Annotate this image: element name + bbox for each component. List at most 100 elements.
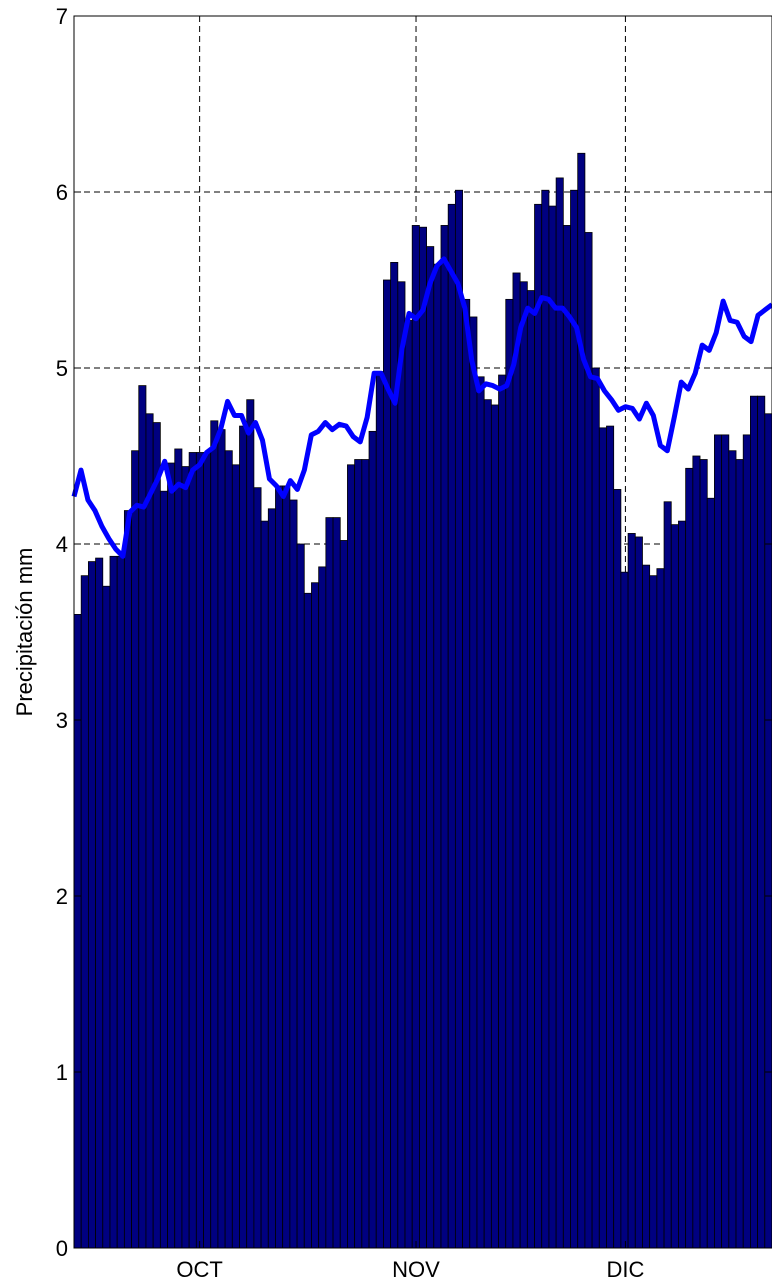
bar bbox=[282, 485, 291, 1249]
bar bbox=[613, 489, 622, 1249]
y-tick-label: 3 bbox=[56, 708, 68, 733]
y-tick-label: 0 bbox=[56, 1236, 68, 1261]
y-axis-label: Precipitación mm bbox=[12, 548, 37, 717]
bar bbox=[512, 272, 521, 1249]
bar bbox=[102, 585, 111, 1249]
bar bbox=[562, 225, 571, 1249]
bar bbox=[483, 399, 492, 1249]
bar bbox=[231, 464, 240, 1249]
x-tick-label: NOV bbox=[392, 1257, 440, 1282]
y-tick-label: 4 bbox=[56, 532, 68, 557]
bar bbox=[742, 434, 751, 1249]
bar bbox=[195, 452, 204, 1249]
bar bbox=[87, 561, 96, 1249]
bar bbox=[390, 261, 399, 1249]
bar bbox=[95, 557, 104, 1249]
bar bbox=[649, 575, 658, 1249]
bar bbox=[303, 592, 312, 1249]
bar bbox=[498, 374, 507, 1249]
bar bbox=[577, 152, 586, 1249]
bar bbox=[634, 536, 643, 1249]
bar bbox=[440, 225, 449, 1249]
bar bbox=[246, 399, 255, 1249]
bar bbox=[685, 467, 694, 1249]
y-tick-label: 5 bbox=[56, 356, 68, 381]
bar bbox=[354, 459, 363, 1249]
bar bbox=[419, 226, 427, 1249]
bar bbox=[167, 462, 176, 1249]
bar-series bbox=[73, 152, 772, 1249]
bar bbox=[505, 298, 514, 1249]
bar bbox=[368, 430, 377, 1249]
y-tick-label: 6 bbox=[56, 180, 68, 205]
bar bbox=[152, 422, 161, 1249]
bar bbox=[548, 205, 557, 1249]
bar bbox=[606, 425, 615, 1249]
bar bbox=[714, 434, 723, 1249]
bar bbox=[73, 614, 82, 1249]
bar bbox=[735, 459, 744, 1249]
bar bbox=[275, 485, 284, 1249]
bar bbox=[454, 189, 463, 1249]
bar bbox=[210, 420, 219, 1249]
bar bbox=[699, 459, 708, 1249]
bar bbox=[375, 371, 384, 1249]
y-tick-label: 1 bbox=[56, 1060, 68, 1085]
bar bbox=[296, 543, 305, 1249]
bar bbox=[620, 571, 629, 1249]
bar bbox=[764, 413, 772, 1249]
bar bbox=[706, 497, 715, 1249]
bar bbox=[476, 376, 485, 1249]
bar bbox=[433, 263, 442, 1249]
bar bbox=[116, 555, 125, 1249]
bar bbox=[534, 203, 543, 1249]
line-series bbox=[71, 256, 772, 559]
bar bbox=[598, 427, 607, 1249]
bar bbox=[188, 452, 197, 1249]
bar bbox=[267, 508, 276, 1249]
bar bbox=[426, 246, 435, 1249]
bar bbox=[159, 490, 168, 1249]
bar bbox=[174, 448, 183, 1249]
bar bbox=[663, 501, 672, 1249]
bar bbox=[750, 395, 759, 1249]
bar bbox=[131, 450, 140, 1249]
y-tick-label: 2 bbox=[56, 884, 68, 909]
bar bbox=[181, 466, 190, 1249]
bar bbox=[411, 225, 420, 1249]
bar bbox=[728, 450, 737, 1249]
bar bbox=[656, 568, 665, 1249]
bar bbox=[332, 517, 341, 1249]
bar bbox=[123, 510, 132, 1249]
bar bbox=[584, 232, 593, 1249]
bar bbox=[325, 517, 334, 1249]
y-axis: 0 1 2 3 4 5 6 7 bbox=[56, 4, 772, 1261]
x-tick-label: OCT bbox=[176, 1257, 222, 1282]
bar bbox=[109, 555, 118, 1249]
bar bbox=[289, 499, 298, 1249]
bar bbox=[526, 290, 535, 1249]
bar bbox=[757, 395, 766, 1249]
bar bbox=[397, 281, 406, 1249]
bar bbox=[490, 404, 499, 1249]
bar bbox=[404, 320, 413, 1249]
bar bbox=[339, 540, 348, 1249]
bar bbox=[447, 203, 456, 1249]
bar bbox=[217, 429, 226, 1249]
bar bbox=[224, 450, 233, 1249]
bar bbox=[469, 316, 478, 1249]
bar bbox=[541, 189, 550, 1249]
bar bbox=[311, 582, 320, 1249]
bar bbox=[678, 520, 687, 1249]
plot-frame bbox=[73, 15, 772, 1249]
bar bbox=[627, 533, 636, 1249]
bar bbox=[239, 425, 248, 1249]
bar bbox=[642, 564, 651, 1249]
x-tick-label: DIC bbox=[606, 1257, 644, 1282]
bar bbox=[383, 279, 392, 1249]
bar bbox=[591, 367, 600, 1249]
bar bbox=[692, 455, 701, 1249]
bar bbox=[347, 464, 356, 1249]
bar bbox=[145, 413, 154, 1249]
